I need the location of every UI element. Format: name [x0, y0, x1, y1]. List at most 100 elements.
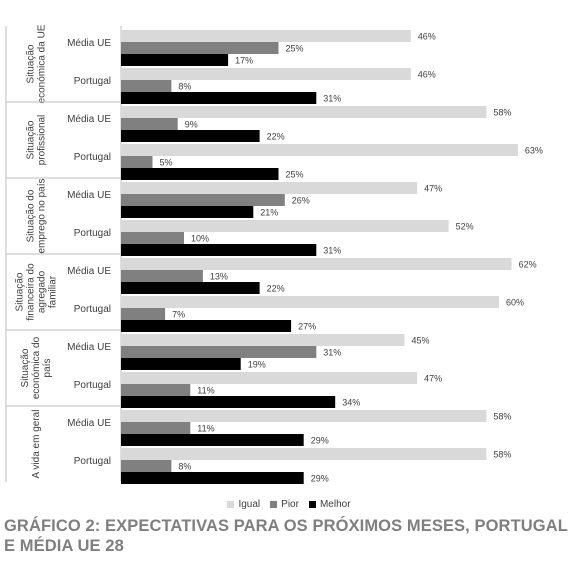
row-label: Média UE: [67, 190, 111, 201]
data-label: 58%: [493, 108, 511, 118]
bar-igual: [121, 30, 411, 42]
chart-caption: GRÁFICO 2: EXPECTATIVAS PARA OS PRÓXIMOS…: [4, 517, 568, 555]
bar-melhor: [121, 92, 317, 104]
data-label: 11%: [197, 424, 214, 434]
bar-igual: [121, 68, 411, 80]
bar-pior: [121, 156, 153, 168]
row-label: Média UE: [67, 342, 111, 353]
data-label: 22%: [267, 284, 285, 294]
bar-igual: [121, 448, 487, 460]
group-label: Situação doemprego no país: [26, 178, 48, 253]
data-label: 60%: [506, 298, 524, 308]
bar-melhor: [121, 396, 336, 408]
data-label: 19%: [248, 360, 266, 370]
bar-igual: [121, 144, 518, 156]
bar-igual: [121, 410, 487, 422]
data-label: 29%: [311, 436, 329, 446]
bar-igual: [121, 220, 449, 232]
legend-label: Igual: [238, 498, 261, 510]
row-label: Portugal: [74, 456, 111, 467]
row-label: Média UE: [67, 266, 111, 277]
bar-pior: [121, 460, 172, 472]
data-label: 13%: [210, 272, 228, 282]
data-label: 21%: [260, 208, 278, 218]
bar-igual: [121, 334, 405, 346]
chart: Situaçãoeconómica da UE Média UE 46% 25% 17%…: [5, 24, 543, 484]
data-label: 58%: [493, 450, 511, 460]
bar-pior: [121, 80, 172, 92]
row-label: Média UE: [67, 38, 111, 49]
bar-igual: [121, 106, 487, 118]
row-label: Média UE: [67, 114, 111, 125]
group-label: Situaçãofinanceira doagregadofamiliar: [15, 263, 59, 321]
row-label: Portugal: [74, 380, 111, 391]
bar-pior: [121, 118, 178, 130]
bar-pior: [121, 422, 191, 434]
legend-item: Igual: [227, 499, 260, 510]
data-label: 45%: [412, 336, 430, 346]
bar-igual: [121, 182, 418, 194]
group-label: A vida em geral: [31, 410, 42, 479]
data-label: 47%: [424, 374, 442, 384]
bar-pior: [121, 270, 203, 282]
data-label: 17%: [235, 56, 253, 66]
bar-pior: [121, 232, 184, 244]
bar-pior: [121, 384, 191, 396]
bar-melhor: [121, 206, 254, 218]
legend-swatch: [270, 500, 278, 508]
bar-pior: [121, 346, 317, 358]
data-label: 25%: [286, 44, 304, 54]
legend: Igual Pior Melhor: [0, 496, 578, 512]
group-label: Situaçãoeconómica da UE: [26, 24, 48, 103]
data-label: 7%: [172, 310, 185, 320]
data-label: 62%: [519, 260, 537, 270]
legend-label: Melhor: [319, 498, 351, 510]
data-label: 10%: [191, 234, 209, 244]
legend-swatch: [308, 500, 316, 508]
row-label: Portugal: [74, 152, 111, 163]
legend-swatch: [227, 500, 235, 508]
bar-melhor: [121, 244, 317, 256]
data-label: 34%: [342, 398, 360, 408]
data-label: 27%: [298, 322, 316, 332]
data-label: 31%: [323, 348, 341, 358]
data-label: 25%: [286, 170, 304, 180]
data-label: 29%: [311, 474, 329, 484]
legend-item: Melhor: [308, 498, 351, 510]
data-label: 8%: [178, 82, 191, 92]
data-label: 63%: [525, 146, 543, 156]
data-label: 46%: [418, 32, 436, 42]
data-label: 47%: [424, 184, 442, 194]
data-label: 8%: [178, 462, 191, 472]
bar-pior: [121, 308, 166, 320]
bar-igual: [121, 372, 418, 384]
group-label: Situaçãoeconómica dopaís: [20, 336, 53, 399]
row-label: Média UE: [67, 418, 111, 429]
legend-label: Pior: [281, 498, 299, 510]
row-label: Portugal: [74, 228, 111, 239]
bar-melhor: [121, 320, 292, 332]
data-label: 46%: [418, 70, 436, 80]
data-label: 5%: [160, 158, 173, 168]
bar-melhor: [121, 168, 279, 180]
data-label: 9%: [185, 120, 198, 130]
row-label: Portugal: [74, 76, 111, 87]
bar-melhor: [121, 282, 260, 294]
bar-melhor: [121, 130, 260, 142]
data-label: 31%: [323, 94, 341, 104]
data-label: 11%: [197, 386, 214, 396]
bar-pior: [121, 42, 279, 54]
data-label: 31%: [323, 246, 341, 256]
bar-igual: [121, 258, 512, 270]
bar-pior: [121, 194, 285, 206]
bar-melhor: [121, 434, 304, 446]
group-label: Situaçãoprofissional: [26, 115, 48, 166]
bar-melhor: [121, 358, 241, 370]
data-label: 52%: [456, 222, 474, 232]
data-label: 58%: [493, 412, 511, 422]
data-label: 26%: [292, 196, 310, 206]
bar-melhor: [121, 54, 229, 66]
legend-item: Pior: [270, 499, 299, 510]
bar-igual: [121, 296, 499, 308]
data-label: 22%: [267, 132, 285, 142]
